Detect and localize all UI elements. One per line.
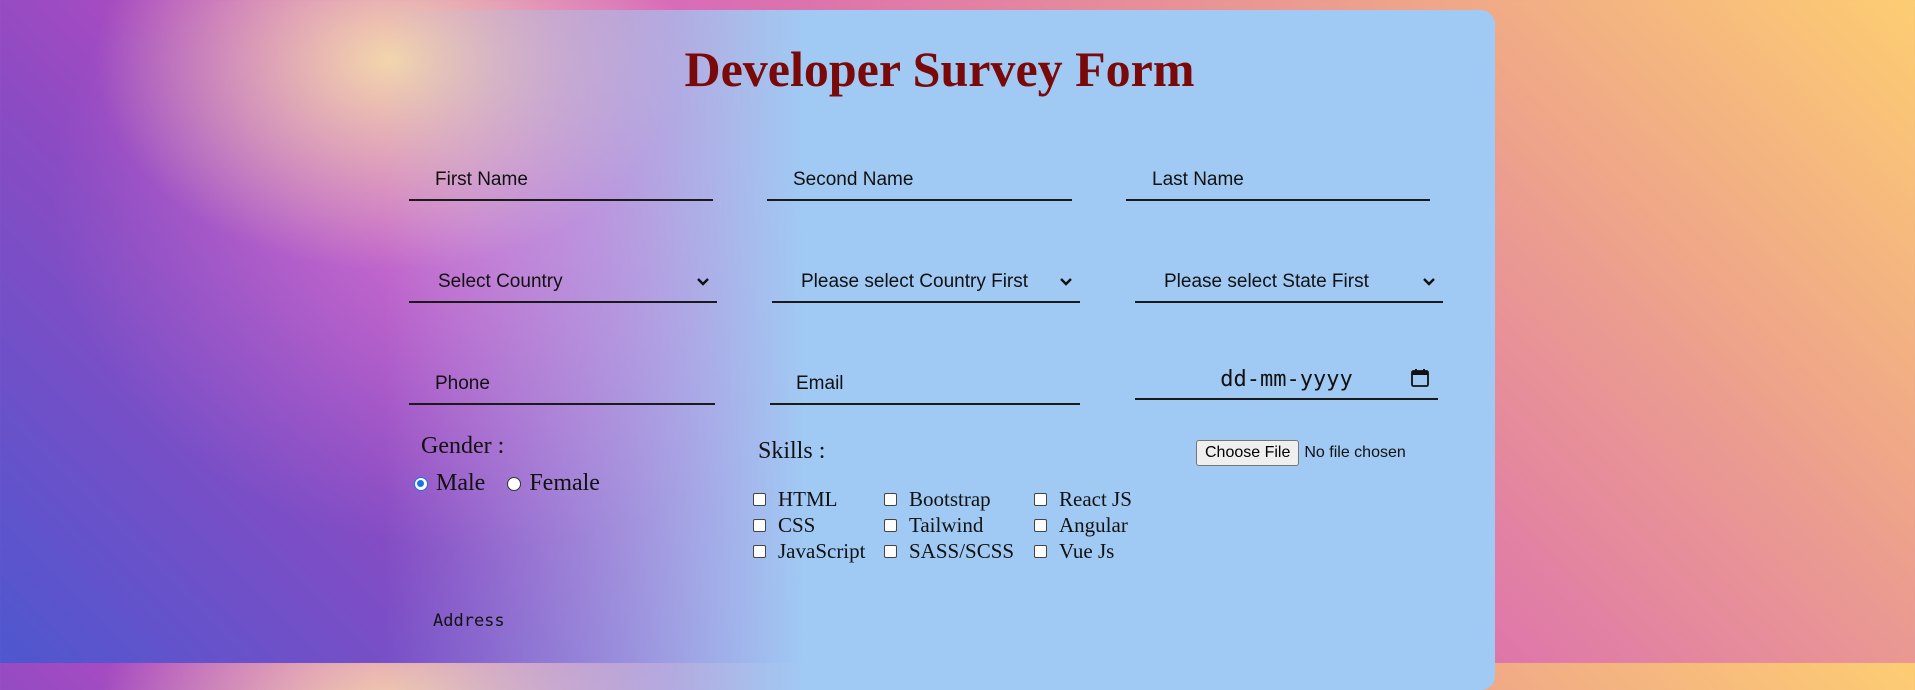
skill-tailwind[interactable]: Tailwind xyxy=(882,512,1032,537)
email-input[interactable] xyxy=(794,372,1080,396)
page-title: Developer Survey Form xyxy=(684,41,1195,97)
skill-checkbox[interactable] xyxy=(1034,544,1047,558)
second-name-input[interactable] xyxy=(791,168,1072,192)
skill-label: JavaScript xyxy=(778,538,866,563)
skill-checkbox[interactable] xyxy=(753,544,766,558)
file-upload: Choose File No file chosen xyxy=(1196,440,1406,466)
country-select[interactable]: Select Country xyxy=(409,263,717,303)
skill-bootstrap[interactable]: Bootstrap xyxy=(882,486,1032,511)
address-textarea[interactable]: Address xyxy=(433,611,505,631)
skill-javascript[interactable]: JavaScript xyxy=(751,538,882,563)
male-label: Male xyxy=(436,470,486,496)
choose-file-button[interactable]: Choose File xyxy=(1196,440,1300,466)
skill-checkbox[interactable] xyxy=(753,518,766,532)
skill-label: HTML xyxy=(778,486,838,511)
chevron-down-icon xyxy=(1423,278,1435,286)
date-placeholder: dd-mm-yyyy xyxy=(1220,366,1353,392)
skill-checkbox[interactable] xyxy=(1034,492,1047,506)
phone-input[interactable] xyxy=(433,372,715,396)
gender-label: Gender : xyxy=(421,433,505,459)
skills-grid: HTML Bootstrap React JS CSS Tailwind Ang… xyxy=(751,486,1142,563)
skill-label: Angular xyxy=(1059,512,1128,537)
calendar-icon[interactable] xyxy=(1410,368,1430,388)
chevron-down-icon xyxy=(1060,278,1072,286)
form-card: Developer Survey Form Select Country Ple… xyxy=(384,10,1495,690)
skill-react[interactable]: React JS xyxy=(1032,486,1142,511)
skill-angular[interactable]: Angular xyxy=(1032,512,1142,537)
skills-label: Skills : xyxy=(758,438,826,464)
skill-html[interactable]: HTML xyxy=(751,486,882,511)
skill-label: Bootstrap xyxy=(909,486,991,511)
skill-vue[interactable]: Vue Js xyxy=(1032,538,1142,563)
last-name-input[interactable] xyxy=(1150,168,1430,192)
city-select-value: Please select State First xyxy=(1164,271,1369,292)
female-radio[interactable] xyxy=(507,476,522,491)
skill-sass[interactable]: SASS/SCSS xyxy=(882,538,1032,563)
skill-label: CSS xyxy=(778,512,816,537)
female-label: Female xyxy=(529,470,600,496)
skill-label: React JS xyxy=(1059,486,1132,511)
file-status: No file chosen xyxy=(1304,444,1406,461)
first-name-input[interactable] xyxy=(433,168,713,192)
skill-label: SASS/SCSS xyxy=(909,538,1015,563)
date-field[interactable]: dd-mm-yyyy xyxy=(1135,360,1438,400)
skill-css[interactable]: CSS xyxy=(751,512,882,537)
phone-field[interactable] xyxy=(409,365,715,405)
second-name-field[interactable] xyxy=(767,161,1072,201)
country-select-value: Select Country xyxy=(438,271,563,292)
skill-checkbox[interactable] xyxy=(1034,518,1047,532)
skill-label: Vue Js xyxy=(1059,538,1115,563)
chevron-down-icon xyxy=(697,278,709,286)
skill-checkbox[interactable] xyxy=(884,492,897,506)
last-name-field[interactable] xyxy=(1126,161,1430,201)
gender-options: Male Female xyxy=(414,470,600,497)
skill-checkbox[interactable] xyxy=(884,544,897,558)
state-select[interactable]: Please select Country First xyxy=(772,263,1080,303)
skill-checkbox[interactable] xyxy=(884,518,897,532)
first-name-field[interactable] xyxy=(409,161,713,201)
city-select[interactable]: Please select State First xyxy=(1135,263,1443,303)
skill-checkbox[interactable] xyxy=(753,492,766,506)
email-field[interactable] xyxy=(770,365,1080,405)
skill-label: Tailwind xyxy=(909,512,984,537)
state-select-value: Please select Country First xyxy=(801,271,1029,292)
male-radio[interactable] xyxy=(414,476,428,491)
